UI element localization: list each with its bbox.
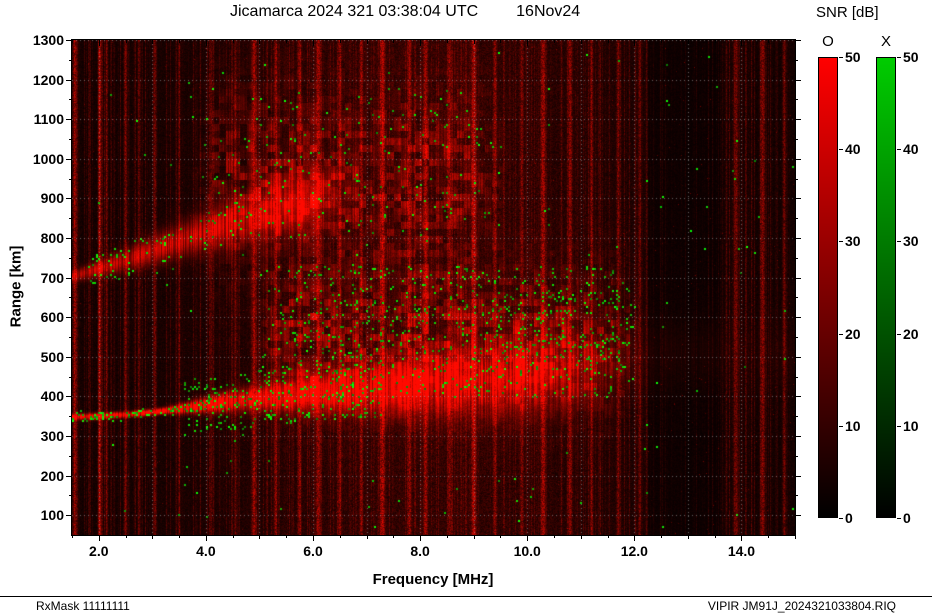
footer-divider (0, 596, 932, 597)
y-tick-label: 700 (40, 269, 64, 286)
colorbar-tick-label: 30 (903, 233, 919, 250)
x-tick-label: 14.0 (727, 543, 756, 559)
y-tick-label: 100 (40, 507, 64, 524)
y-tick-label: 400 (40, 388, 64, 405)
colorbar-tick-label: 0 (845, 510, 853, 526)
x-tick-label: 4.0 (196, 543, 216, 559)
page-title-row: Jicamarca 2024 321 03:38:04 UTC 16Nov24 (230, 3, 580, 21)
o-colorbar (818, 57, 838, 518)
y-tick-label: 200 (40, 467, 64, 484)
y-tick-label: 900 (40, 190, 64, 207)
x-axis-title: Frequency [MHz] (372, 571, 494, 588)
rxmask-label: RxMask 11111111 (36, 599, 130, 613)
y-tick-label: 1200 (32, 71, 64, 88)
y-tick-label: 1100 (33, 111, 64, 128)
y-tick-label: 800 (40, 230, 64, 246)
x-polarization-label: X (880, 33, 891, 50)
colorbar-tick-label: 50 (845, 49, 861, 65)
x-colorbar (876, 57, 896, 518)
o-polarization-label: O (822, 33, 834, 50)
colorbar-tick-label: 50 (903, 49, 919, 65)
y-tick-label: 500 (40, 348, 64, 365)
y-tick-label: 1300 (32, 32, 64, 48)
page-title: Jicamarca 2024 321 03:38:04 UTC (230, 3, 479, 20)
colorbar-tick-label: 10 (903, 417, 919, 434)
colorbar-tick-label: 30 (845, 233, 861, 250)
x-tick-label: 10.0 (513, 543, 541, 559)
x-tick-label: 6.0 (303, 543, 323, 559)
x-tick-label: 12.0 (620, 543, 648, 559)
colorbar-tick-label: 20 (845, 325, 861, 342)
y-tick-label: 300 (40, 428, 64, 444)
y-tick-label: 600 (40, 309, 64, 326)
ionogram-canvas (72, 40, 795, 535)
x-tick-label: 2.0 (89, 543, 109, 559)
y-tick-label: 1000 (32, 150, 64, 167)
colorbar-tick-label: 0 (903, 510, 911, 526)
x-tick-label: 8.0 (410, 543, 430, 559)
date-label: 16Nov24 (516, 3, 581, 20)
colorbar-tick-label: 40 (903, 141, 919, 158)
colorbar-tick-label: 20 (903, 325, 919, 342)
colorbar-tick-label: 40 (845, 141, 861, 158)
filename-label: VIPIR JM91J_2024321033804.RIQ (707, 599, 896, 613)
colorbar-title: SNR [dB] (816, 4, 879, 21)
colorbar-tick-label: 10 (845, 417, 861, 434)
